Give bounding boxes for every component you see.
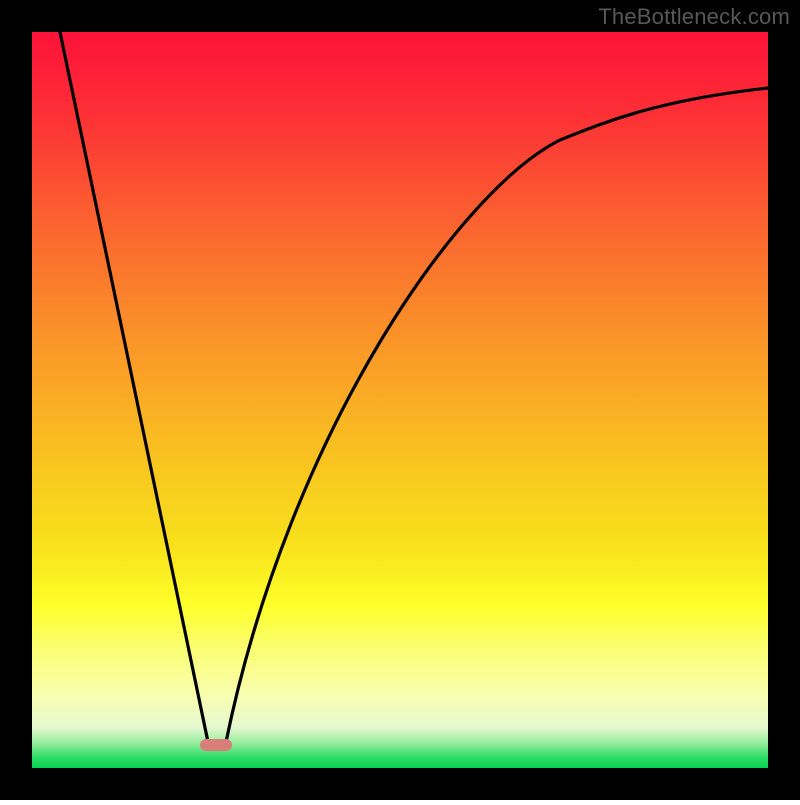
chart-svg (0, 0, 800, 800)
gradient-background (32, 32, 768, 768)
bottleneck-chart (0, 0, 800, 800)
minimum-marker (200, 739, 232, 751)
watermark-label: TheBottleneck.com (598, 4, 790, 30)
